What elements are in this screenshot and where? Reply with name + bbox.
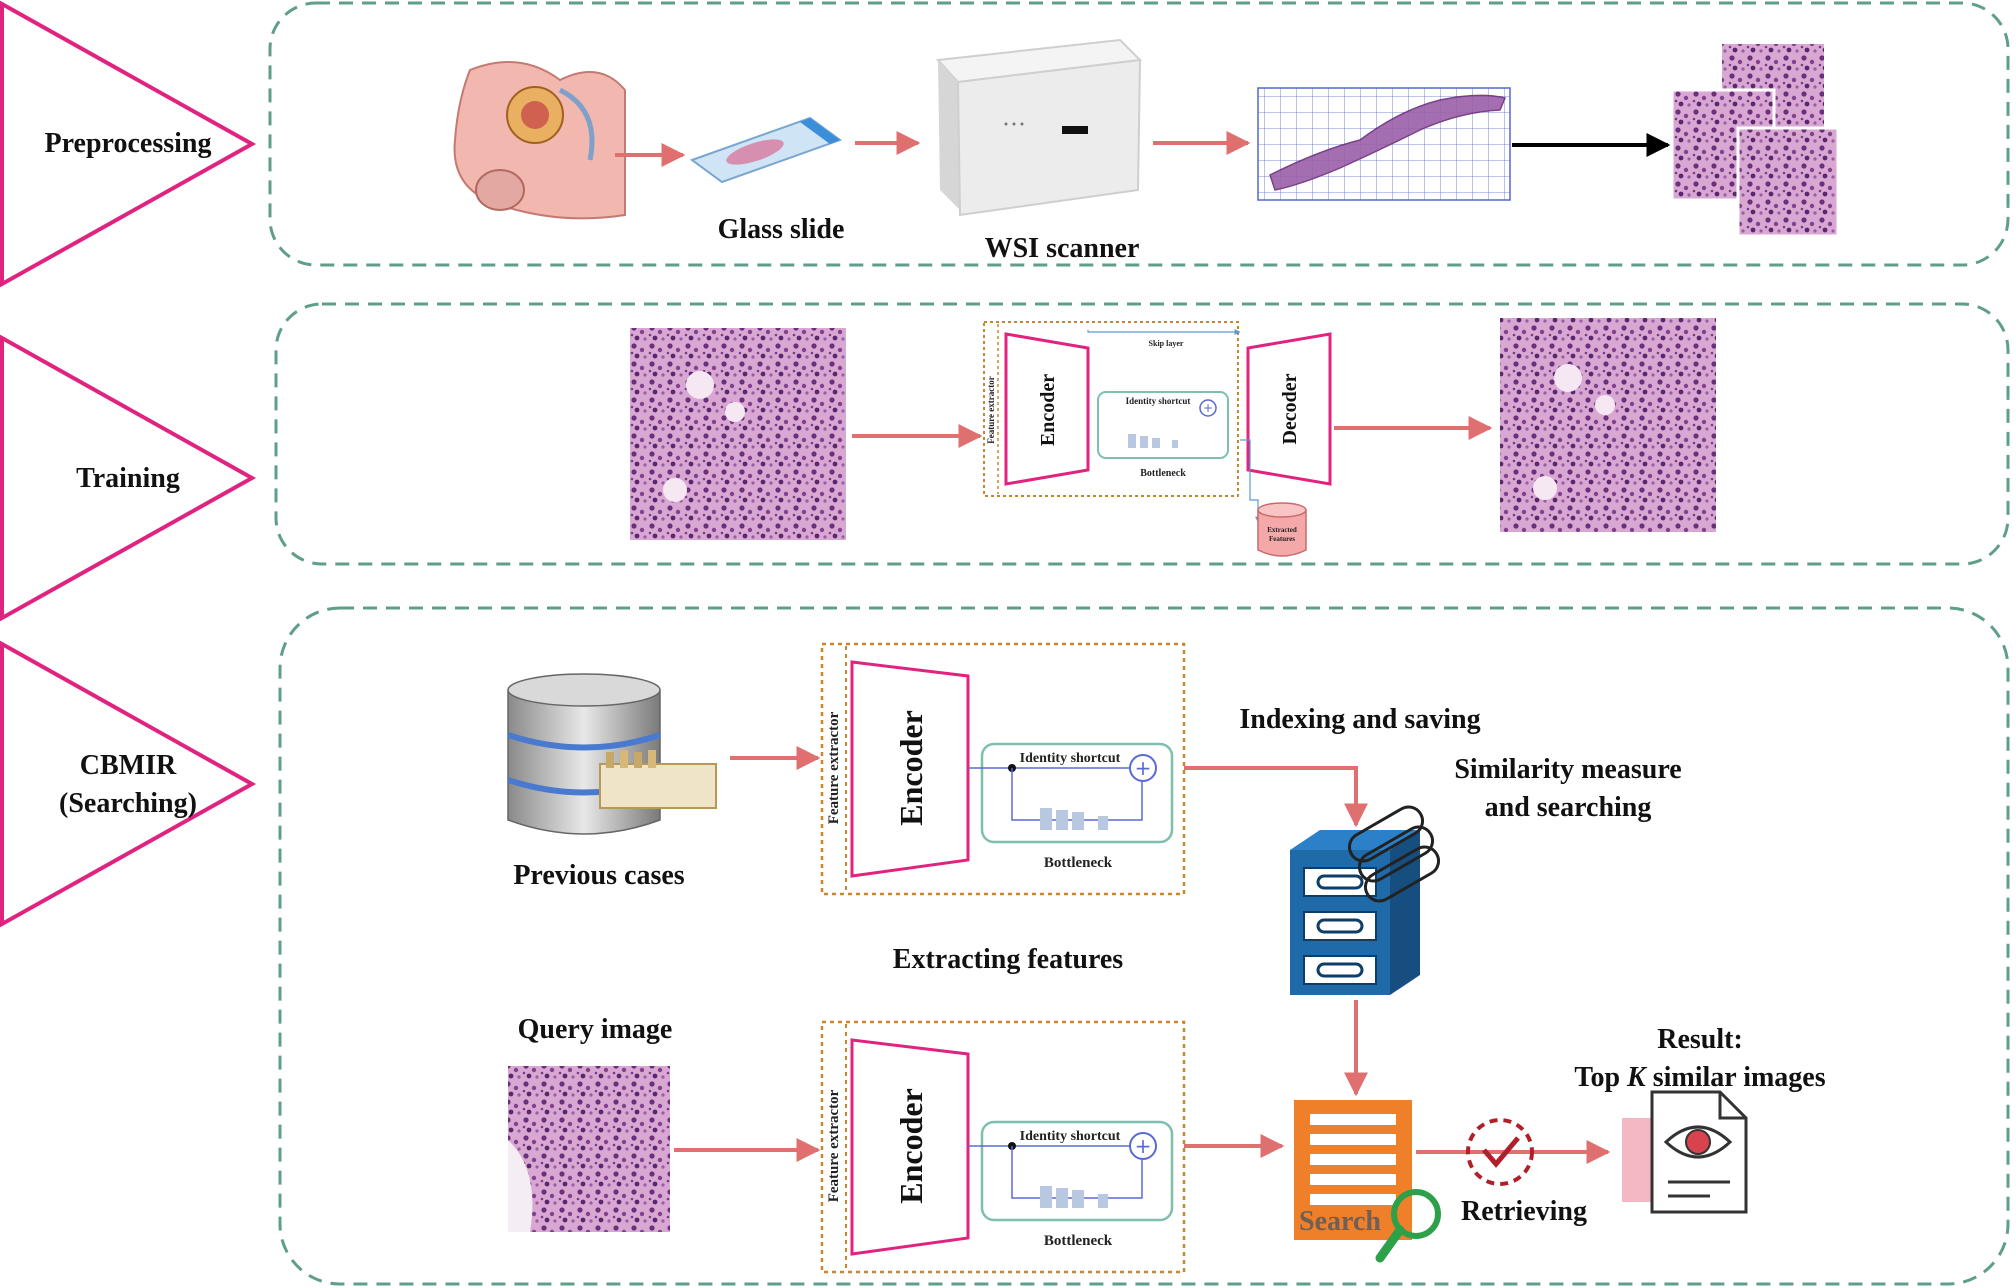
- glass-slide-label: Glass slide: [718, 214, 845, 245]
- result-label-line2: Top K similar images: [1574, 1062, 1825, 1093]
- query-image-label: Query image: [518, 1014, 673, 1045]
- input-tissue-patch: [630, 328, 846, 540]
- identity-shortcut-label: Identity shortcut: [1126, 396, 1191, 406]
- search-label: Search: [1299, 1206, 1381, 1237]
- identity-shortcut-label: Identity shortcut: [1020, 1129, 1121, 1144]
- similarity-label-line1: Similarity measure: [1454, 754, 1681, 785]
- feature-extractor-query: Feature extractor Encoder Identity short…: [822, 1022, 1184, 1272]
- wsi-scanner-label: WSI scanner: [985, 233, 1140, 264]
- extracted-features-line1: Extracted: [1267, 526, 1297, 534]
- encoder-label: Encoder: [1037, 374, 1059, 446]
- stage-label-line2: (Searching): [59, 788, 197, 819]
- feature-extractor-previous: Feature extractor Encoder Identity short…: [822, 644, 1184, 894]
- autoencoder-model: Feature extractor Encoder Identity short…: [984, 322, 1330, 556]
- similarity-label-line2: and searching: [1485, 792, 1652, 823]
- extracted-features-cylinder: Extracted Features: [1258, 503, 1306, 556]
- feature-extractor-label: Feature extractor: [986, 376, 996, 444]
- decoder-label: Decoder: [1279, 373, 1301, 444]
- previous-cases-label: Previous cases: [513, 860, 684, 891]
- extracting-features-label: Extracting features: [893, 944, 1124, 975]
- indexing-saving-label: Indexing and saving: [1239, 704, 1480, 735]
- encoder-label: Encoder: [893, 710, 929, 826]
- bottleneck-label: Bottleneck: [1044, 1233, 1113, 1249]
- feature-extractor-label: Feature extractor: [826, 1089, 842, 1202]
- stage-label: Training: [76, 463, 180, 494]
- extracted-features-line2: Features: [1269, 535, 1295, 543]
- result-label-line1: Result:: [1657, 1024, 1743, 1055]
- stage-label-line1: CBMIR: [80, 750, 177, 781]
- tissue-patches: [1672, 44, 1838, 236]
- svg-text:+: +: [1203, 401, 1213, 415]
- reconstructed-tissue-patch: [1500, 318, 1716, 532]
- retrieving-label: Retrieving: [1461, 1196, 1587, 1227]
- feature-extractor-label: Feature extractor: [826, 711, 842, 824]
- identity-shortcut-label: Identity shortcut: [1020, 751, 1121, 766]
- stage-training: Training: [2, 338, 252, 618]
- database-icon: [508, 674, 716, 834]
- bottleneck-label: Bottleneck: [1044, 855, 1113, 871]
- panel-training: [276, 304, 2008, 564]
- glass-slide-image: [692, 118, 840, 182]
- cabinet-icon: [1290, 802, 1444, 995]
- stage-triangle: [2, 644, 252, 924]
- stage-cbmir: CBMIR (Searching): [2, 644, 252, 924]
- skip-layer-label: Skip layer: [1149, 339, 1184, 348]
- result-document-icon: [1622, 1092, 1746, 1212]
- wsi-grid-image: [1258, 88, 1510, 200]
- wsi-scanner-image: [938, 40, 1140, 215]
- svg-text:+: +: [1135, 1134, 1152, 1158]
- bottleneck-label: Bottleneck: [1140, 468, 1186, 479]
- stage-label: Preprocessing: [45, 128, 212, 159]
- stage-preprocessing: Preprocessing: [2, 4, 252, 284]
- encoder-label: Encoder: [893, 1088, 929, 1204]
- svg-text:+: +: [1135, 756, 1152, 780]
- anatomy-illustration: [455, 62, 625, 218]
